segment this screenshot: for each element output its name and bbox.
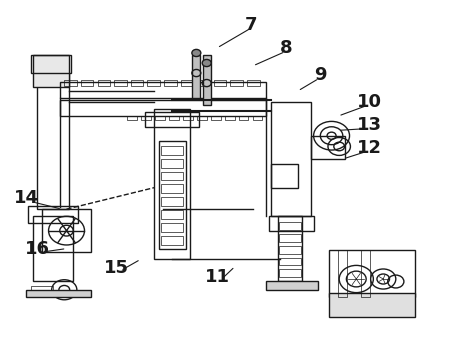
Bar [161,197,183,206]
Bar [196,116,206,120]
Text: 13: 13 [356,116,382,134]
Text: 15: 15 [103,259,128,277]
Bar [28,205,78,223]
Text: 9: 9 [313,66,326,84]
Bar [141,116,151,120]
Bar [278,269,300,277]
Bar [224,116,234,120]
Bar [278,222,300,230]
Bar [33,55,69,87]
Bar [161,158,183,168]
Bar [266,281,318,290]
Bar [161,146,183,155]
Text: 12: 12 [356,139,382,157]
Bar [268,216,313,231]
Bar [360,250,369,297]
Text: 11: 11 [204,268,229,286]
Bar [154,109,189,259]
Text: 8: 8 [280,39,292,57]
Bar [114,80,126,86]
Bar [210,116,220,120]
Bar [97,80,110,86]
Bar [33,216,73,281]
Bar [161,171,183,180]
Bar [278,234,300,242]
Bar [169,116,179,120]
Bar [60,82,266,98]
Bar [278,257,300,265]
Bar [183,116,192,120]
Bar [202,55,210,105]
Bar [155,116,165,120]
Circle shape [202,60,211,66]
Bar [147,80,160,86]
Bar [60,100,266,116]
Bar [130,80,143,86]
Bar [337,250,346,297]
Bar [270,102,311,216]
Text: 10: 10 [356,93,382,111]
Bar [161,223,183,232]
Bar [161,210,183,219]
Bar [127,116,137,120]
Circle shape [191,49,200,57]
Bar [145,112,198,127]
Bar [31,286,53,292]
Bar [161,184,183,193]
Bar [247,80,259,86]
Bar [158,141,185,249]
Bar [238,116,248,120]
Bar [164,80,176,86]
Bar [311,136,344,159]
Bar [329,250,414,297]
Bar [197,80,209,86]
Bar [230,80,243,86]
Bar [26,290,91,297]
Bar [42,209,91,252]
Bar [180,80,193,86]
Text: 7: 7 [244,16,256,34]
Bar [277,216,302,281]
Bar [270,164,297,188]
Bar [37,73,69,209]
Bar [81,80,93,86]
Bar [31,55,71,73]
Text: 14: 14 [14,190,38,208]
Text: 16: 16 [25,240,50,257]
Bar [213,80,226,86]
Bar [252,116,262,120]
Bar [64,80,77,86]
Bar [329,293,414,317]
Bar [192,55,200,98]
Bar [278,246,300,253]
Bar [161,236,183,245]
